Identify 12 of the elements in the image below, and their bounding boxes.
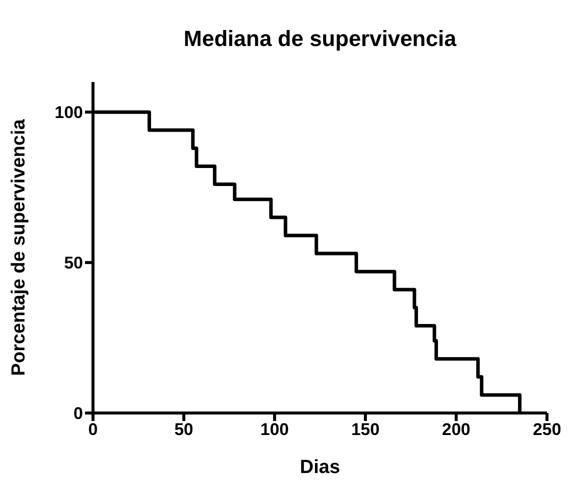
y-tick-label: 50 <box>64 254 83 273</box>
y-axis-title: Porcentaje de supervivencia <box>8 118 30 376</box>
x-tick-label: 200 <box>442 420 470 440</box>
x-tick-label: 250 <box>532 420 562 440</box>
y-tick-label: 0 <box>74 404 83 424</box>
x-tick-label: 0 <box>88 420 98 440</box>
x-tick-label: 150 <box>351 420 380 440</box>
chart-title: Mediana de supervivencia <box>182 26 458 52</box>
x-axis-title: Dias <box>300 457 340 478</box>
x-tick-label: 100 <box>260 420 289 440</box>
y-tick-label: 100 <box>54 103 83 122</box>
x-tick-label: 50 <box>174 420 194 440</box>
